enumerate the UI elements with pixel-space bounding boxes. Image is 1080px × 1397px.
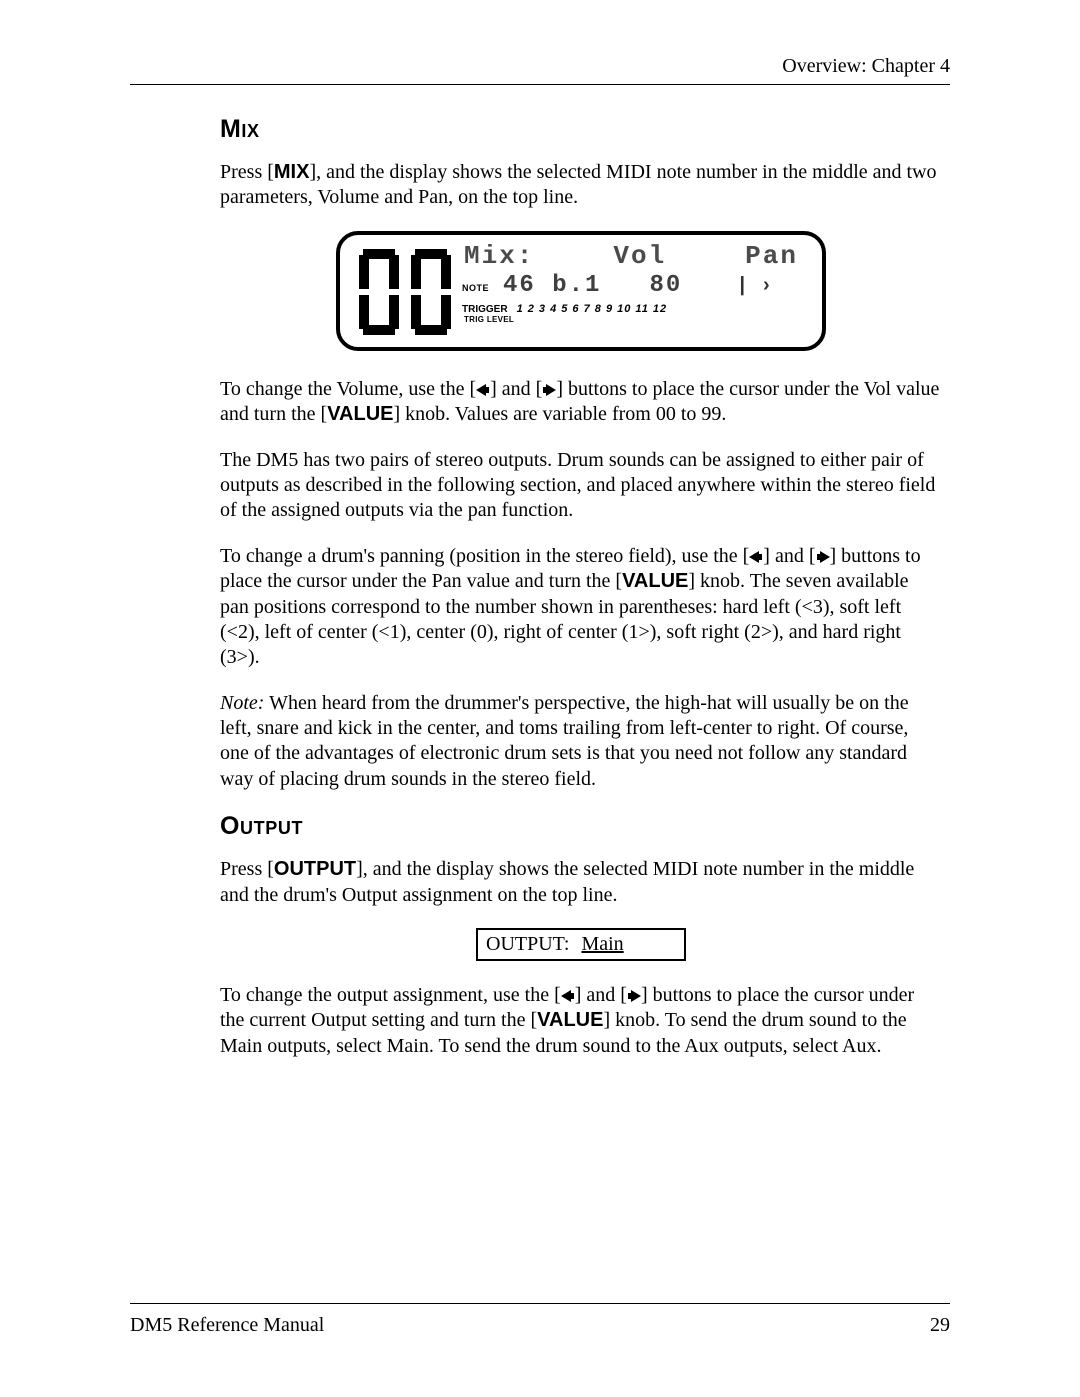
content-body: Mix Press [MIX], and the display shows t… [220, 115, 942, 1059]
text: To change a drum's panning (position in … [220, 545, 749, 567]
page: Overview: Chapter 4 Mix Press [MIX], and… [130, 55, 950, 1337]
lcd-trigger-numbers: 1 2 3 4 5 6 7 8 9 10 11 12 [517, 303, 668, 315]
heading-output: Output [220, 812, 942, 841]
output-intro-paragraph: Press [OUTPUT], and the display shows th… [220, 857, 942, 908]
mix-volume-paragraph: To change the Volume, use the [ ] and [ ] … [220, 377, 942, 428]
lcd-pan-pointer: | › [736, 275, 772, 298]
lcd-line1: Mix: Vol Pan [462, 243, 804, 269]
text: To change the output assignment, use the… [220, 984, 561, 1006]
lcd-trigger-row: TRIGGER 1 2 3 4 5 6 7 8 9 10 11 12 [462, 303, 804, 315]
output-change-paragraph: To change the output assignment, use the… [220, 983, 942, 1059]
mix-pan-paragraph: To change a drum's panning (position in … [220, 544, 942, 671]
output-box-label: OUTPUT: [486, 933, 569, 956]
value-knob-label: VALUE [327, 403, 393, 425]
page-footer: DM5 Reference Manual 29 [130, 1303, 950, 1337]
lcd-note-label: NOTE [462, 283, 489, 293]
text: ] and [ [490, 378, 542, 400]
footer-row: DM5 Reference Manual 29 [130, 1314, 950, 1337]
note-label: Note: [220, 692, 264, 714]
mix-button-label: MIX [274, 161, 310, 183]
text: ] and [ [763, 545, 815, 567]
output-button-label: OUTPUT [274, 858, 356, 880]
cursor-right-icon [816, 545, 830, 567]
text: ] knob. Values are variable from 00 to 9… [394, 403, 727, 425]
text: Press [ [220, 858, 274, 880]
output-box-value: Main [581, 933, 623, 956]
footer-page-number: 29 [930, 1314, 950, 1337]
lcd-line2: NOTE 46 b.1 80 | › [462, 272, 804, 299]
heading-mix: Mix [220, 115, 942, 144]
output-box: OUTPUT: Main [476, 928, 686, 961]
mix-note-paragraph: Note: When heard from the drummer's pers… [220, 691, 942, 793]
lcd-trigger-label: TRIGGER [462, 304, 508, 315]
mix-intro-paragraph: Press [MIX], and the display shows the s… [220, 160, 942, 211]
lcd-right-panel: Mix: Vol Pan NOTE 46 b.1 80 | › TRIGGER … [462, 243, 804, 341]
value-knob-label: VALUE [537, 1009, 603, 1031]
mix-stereo-paragraph: The DM5 has two pairs of stereo outputs.… [220, 448, 942, 524]
text: To change the Volume, use the [ [220, 378, 476, 400]
lcd-note-value: 46 b.1 [503, 272, 601, 299]
lcd-vol-label: Vol [613, 243, 666, 269]
footer-rule [130, 1303, 950, 1304]
lcd-vol-value: 80 [649, 272, 682, 299]
output-box-wrap: OUTPUT: Main [220, 928, 942, 961]
lcd-big-digits [358, 243, 452, 341]
cursor-right-icon [542, 378, 556, 400]
text: ] and [ [575, 984, 627, 1006]
digit-zero-icon [358, 249, 400, 335]
cursor-left-icon [749, 545, 763, 567]
lcd-pan-label: Pan [745, 243, 798, 269]
header-rule [130, 84, 950, 85]
lcd-display-wrap: Mix: Vol Pan NOTE 46 b.1 80 | › TRIGGER … [220, 231, 942, 351]
value-knob-label: VALUE [622, 570, 688, 592]
text: ], and the display shows the selected MI… [220, 161, 937, 208]
digit-zero-icon [410, 249, 452, 335]
lcd-trig-level-label: TRIG LEVEL [464, 315, 804, 324]
cursor-left-icon [476, 378, 490, 400]
text: Press [ [220, 161, 274, 183]
lcd-display: Mix: Vol Pan NOTE 46 b.1 80 | › TRIGGER … [336, 231, 826, 351]
text: When heard from the drummer's perspectiv… [220, 692, 909, 790]
cursor-left-icon [561, 984, 575, 1006]
cursor-right-icon [627, 984, 641, 1006]
page-header: Overview: Chapter 4 [130, 55, 950, 78]
lcd-mix-label: Mix: [464, 243, 534, 269]
footer-title: DM5 Reference Manual [130, 1314, 324, 1337]
